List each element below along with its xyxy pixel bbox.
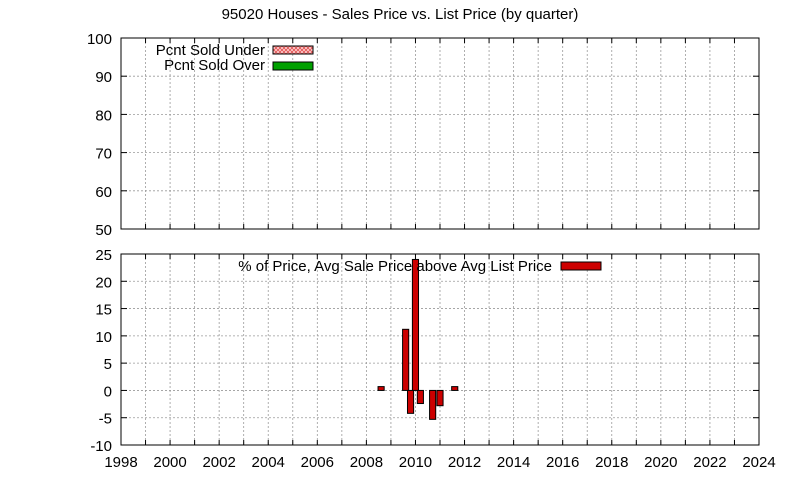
legend-label-sold-over: Pcnt Sold Over [164,57,265,74]
y-tick-label: 5 [104,356,112,373]
x-tick-label: 2008 [350,454,383,471]
y-tick-label: 15 [95,302,112,319]
y-tick-label: 80 [95,107,112,124]
chart-title: 95020 Houses - Sales Price vs. List Pric… [222,6,579,23]
y-tick-label: 10 [95,329,112,346]
x-tick-label: 1998 [104,454,137,471]
y-tick-label: -10 [90,438,112,455]
x-tick-label: 2000 [153,454,186,471]
top-legend: Pcnt Sold Under Pcnt Sold Over [156,42,314,74]
bottom-panel-ticks [121,253,759,446]
y-tick-label: 100 [87,31,112,48]
top-panel-frame [120,37,760,230]
x-tick-label: 2004 [252,454,285,471]
x-tick-label: 2024 [742,454,775,471]
x-tick-label: 2022 [693,454,726,471]
legend-label-sold-under: Pcnt Sold Under [156,42,265,59]
bottom-legend: % of Price, Avg Sale Price above Avg Lis… [238,258,602,275]
bar [436,389,444,407]
legend-swatch-sold-over [272,61,314,71]
y-tick-label: -5 [99,411,112,428]
bar [416,389,424,405]
top-panel-y-tick-labels: 50 60 70 80 90 100 [87,31,112,239]
x-tick-label: 2002 [202,454,235,471]
bar [451,386,459,391]
legend-label-avg-sale-above-list: % of Price, Avg Sale Price above Avg Lis… [238,258,552,275]
y-tick-label: 60 [95,184,112,201]
x-tick-label: 2016 [546,454,579,471]
bar [402,328,410,391]
y-tick-label: 50 [95,222,112,239]
x-tick-label: 2010 [399,454,432,471]
bottom-panel-y-tick-labels: -10 -5 0 5 10 15 20 25 [90,247,112,455]
y-tick-label: 0 [104,383,112,400]
x-tick-label: 2020 [644,454,677,471]
y-tick-label: 20 [95,274,112,291]
legend-swatch-sold-under [272,45,314,55]
bottom-panel-frame [120,253,760,446]
y-tick-label: 70 [95,146,112,163]
y-tick-label: 90 [95,69,112,86]
x-tick-label: 2012 [448,454,481,471]
bar [406,389,415,414]
x-tick-label: 2018 [595,454,628,471]
legend-swatch-avg-sale-above-list [560,261,602,271]
x-axis-tick-labels: 1998 2000 2002 2004 2006 2008 2010 2012 2014 2016… [104,454,775,471]
bar [377,386,385,391]
y-tick-label: 25 [95,247,112,264]
bottom-panel-bars [377,258,459,420]
bar [429,389,437,420]
bar [411,258,420,391]
x-tick-label: 2006 [301,454,334,471]
x-tick-label: 2014 [497,454,530,471]
bottom-panel-grid [121,254,759,445]
